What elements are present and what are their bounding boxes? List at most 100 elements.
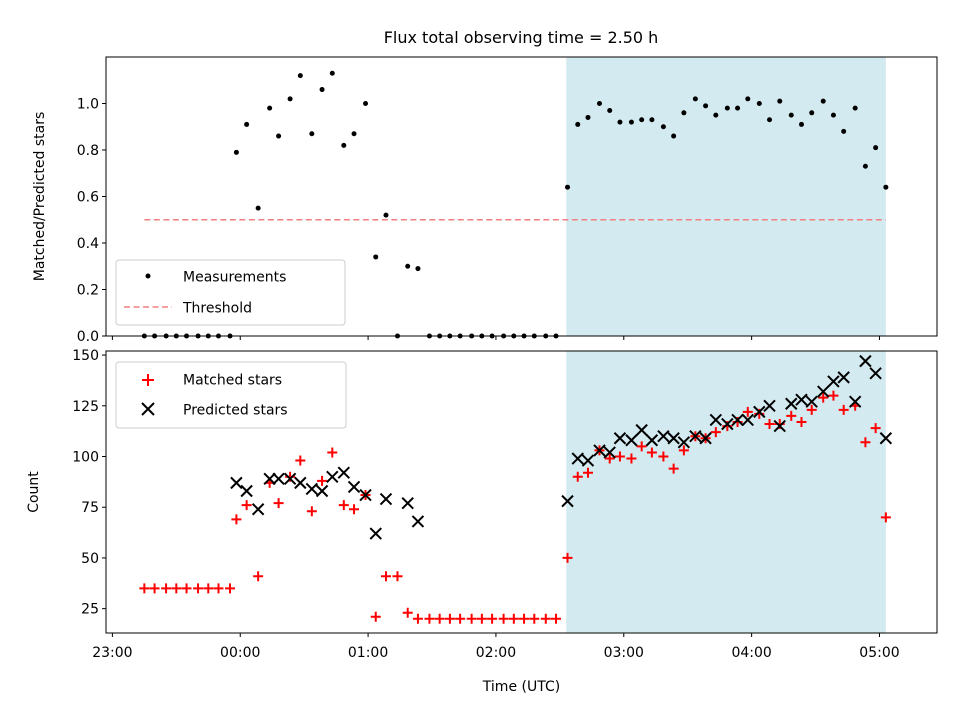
count-axes: 25 50 75 100 125 150 23:00 00:00 01:00 02:00 03:00… (72, 348, 899, 661)
measurement-point (244, 121, 250, 127)
y-tick-label: 150 (72, 348, 99, 364)
matched-star-point (487, 613, 498, 624)
predicted-star-point (581, 454, 595, 467)
legend-matched-marker (142, 374, 154, 386)
predicted-star-point (848, 395, 862, 408)
measurement-point (363, 101, 369, 106)
measurement-point (575, 121, 581, 127)
matched-star-point (476, 613, 487, 624)
matched-star-point (540, 613, 551, 624)
legend-matched-label: Matched stars (183, 373, 282, 389)
matched-star-point (273, 498, 284, 509)
matched-star-point (562, 552, 573, 563)
measurement-point (713, 112, 719, 118)
matched-star-point (742, 406, 753, 417)
y-tick-label: 0.6 (77, 190, 99, 206)
measurement-point (351, 131, 357, 137)
predicted-star-point (837, 371, 850, 384)
matched-star-point (880, 512, 891, 523)
matched-star-point (786, 410, 797, 421)
legend-measurements-marker (145, 273, 151, 279)
matched-star-point (455, 613, 466, 624)
matched-star-point (614, 451, 625, 462)
predicted-star-point (645, 434, 659, 447)
predicted-star-point (359, 488, 372, 502)
measurement-point (692, 96, 698, 102)
measurement-point (777, 98, 783, 104)
predicted-star-point (369, 527, 382, 540)
matched-star-point (317, 475, 328, 486)
matched-star-point (225, 583, 236, 594)
predicted-star-point (347, 480, 361, 494)
matched-star-point (412, 613, 423, 624)
predicted-star-point (337, 466, 351, 479)
matched-star-point (434, 613, 445, 624)
matched-star-point (338, 500, 349, 511)
matched-star-point (519, 613, 530, 624)
predicted-star-point (657, 430, 670, 443)
matched-star-point (424, 613, 435, 624)
y-tick-label: 0.8 (77, 143, 99, 159)
predicted-star-point (305, 482, 319, 496)
predicted-star-point (603, 446, 616, 459)
y-tick-label: 75 (81, 500, 99, 516)
predicted-star-point (315, 484, 329, 498)
matched-star-point (636, 441, 647, 452)
predicted-star-point (817, 385, 830, 398)
matched-star-point (678, 445, 689, 456)
measurement-point (341, 142, 347, 148)
measurement-point (267, 105, 273, 111)
measurement-point (309, 131, 315, 137)
matched-star-point (529, 613, 540, 624)
measurement-point (297, 73, 303, 79)
matched-star-point (668, 463, 679, 474)
matched-star-point (466, 613, 477, 624)
predicted-star-point (879, 432, 893, 445)
matched-star-point (870, 423, 881, 434)
legend-predicted-label: Predicted stars (183, 403, 288, 419)
predicted-star-point (411, 515, 425, 528)
measurement-point (585, 114, 591, 120)
predicted-star-point (593, 444, 606, 457)
matched-star-point (572, 471, 583, 482)
matched-star-point (582, 467, 593, 478)
predicted-star-point (635, 423, 648, 437)
measurement-point (820, 98, 826, 104)
predicted-star-point (827, 375, 840, 388)
matched-star-point (181, 583, 192, 594)
measurement-point (329, 70, 335, 76)
predicted-star-point (561, 494, 574, 508)
measurement-point (287, 96, 293, 102)
matched-star-point (796, 417, 807, 428)
count-panel: 25 50 75 100 125 150 23:00 00:00 01:00 02:00 03:00… (26, 348, 938, 695)
predicted-star-point (230, 476, 243, 490)
matched-star-point (604, 453, 615, 464)
matched-star-point (327, 447, 338, 458)
predicted-star-point (785, 397, 798, 410)
ratio-legend-box (115, 259, 346, 326)
measurement-point (628, 119, 634, 125)
ratio-legend: Measurements Threshold (115, 259, 346, 326)
ratio-y-axis-label: Matched/Predicted stars (32, 112, 48, 282)
measurement-point (809, 110, 815, 116)
predicted-star-point (753, 405, 766, 419)
measurement-point (681, 110, 687, 116)
matched-star-point (444, 613, 455, 624)
predicted-star-point (731, 413, 744, 427)
measurement-point (617, 119, 623, 125)
matched-star-point (193, 583, 204, 594)
matched-star-point (646, 447, 657, 458)
predicted-star-point (625, 434, 638, 447)
measurement-point (649, 117, 655, 123)
y-tick-label: 0.2 (77, 283, 99, 299)
predicted-star-point (613, 432, 627, 445)
matched-star-point (828, 390, 839, 401)
legend-predicted-marker (141, 402, 155, 416)
measurement-point (607, 107, 613, 113)
matched-star-point (658, 451, 669, 462)
matched-star-point (139, 583, 150, 594)
x-tick-label: 03:00 (604, 645, 644, 661)
measurement-point (724, 105, 730, 111)
matched-star-point (764, 419, 775, 430)
